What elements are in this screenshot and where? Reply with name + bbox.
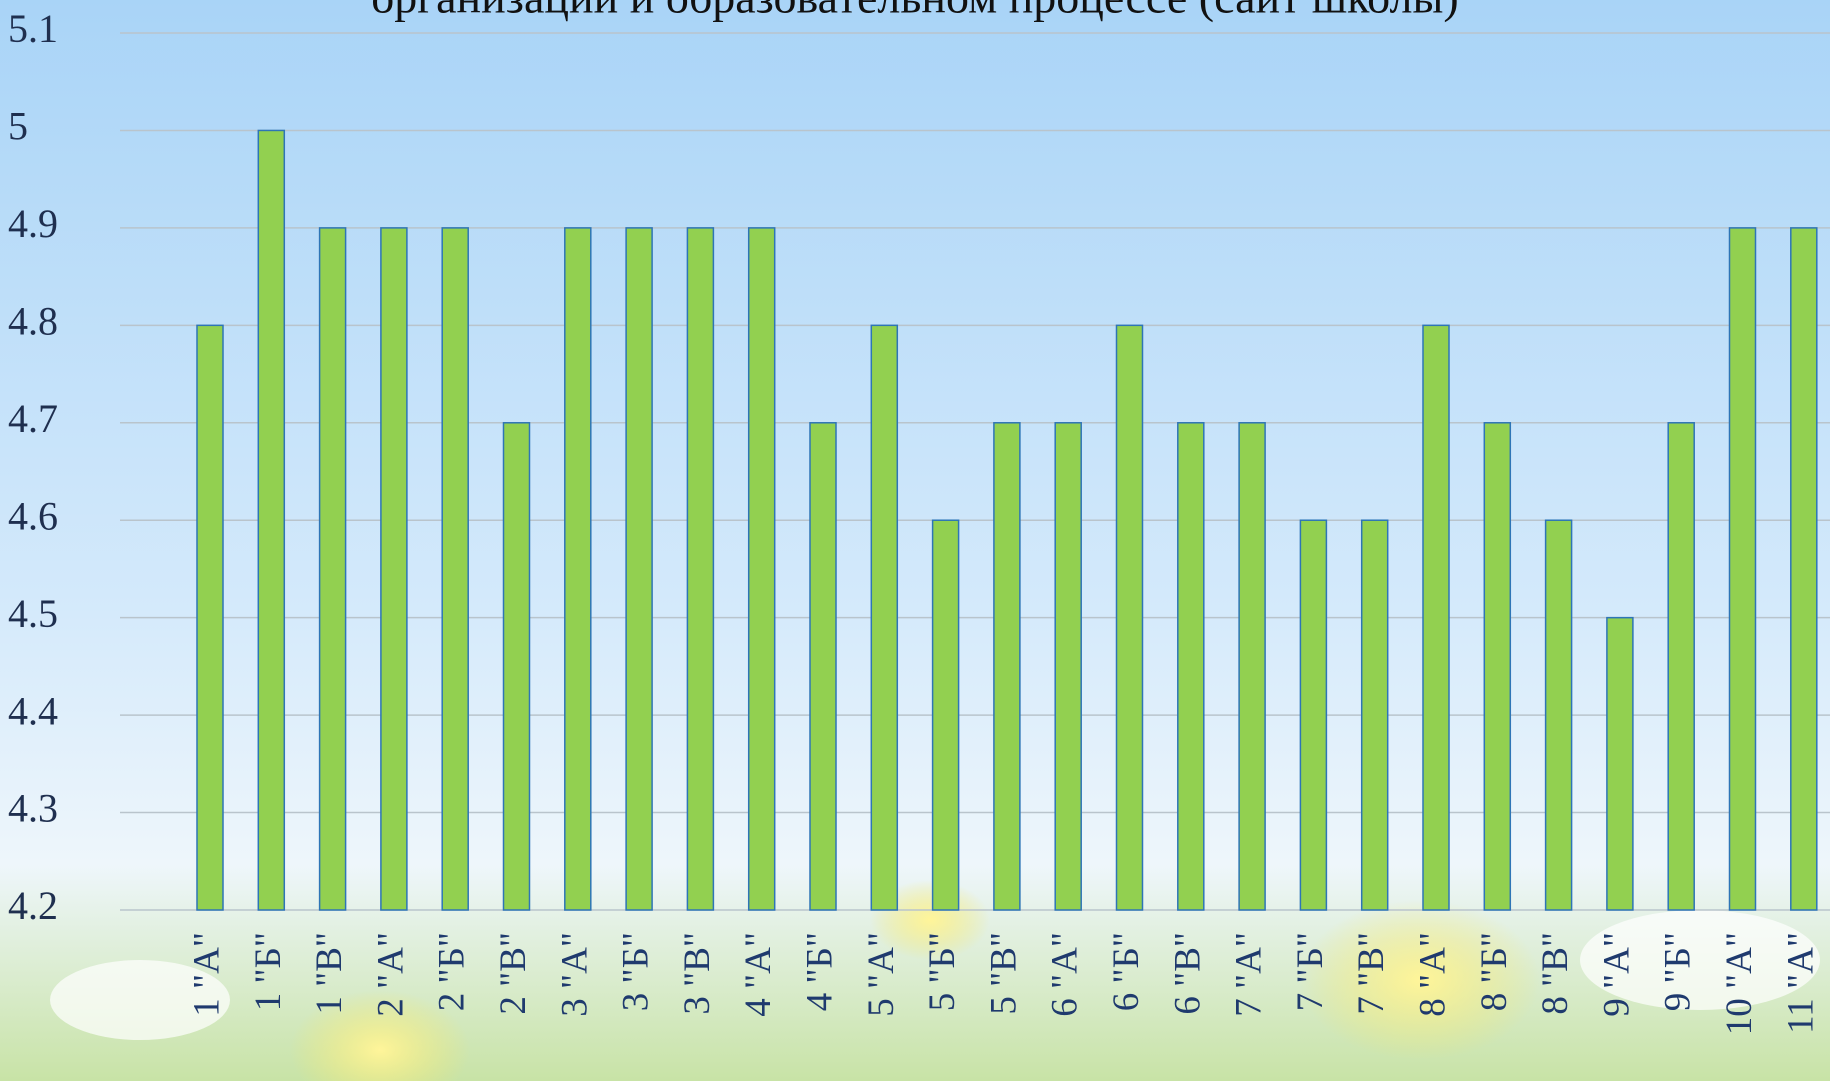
- x-tick-label: 6 "А": [1045, 932, 1086, 1017]
- bar: [1422, 324, 1450, 911]
- y-tick-label: 4.3: [8, 786, 58, 831]
- bar: [1667, 422, 1695, 911]
- bar: [1728, 227, 1757, 911]
- x-tick-label: 6 "Б": [1106, 932, 1147, 1011]
- x-tick-label: 1 "А": [186, 932, 227, 1017]
- y-tick-label: 4.9: [8, 201, 58, 246]
- bar: [564, 227, 592, 911]
- x-tick-label: 9 "Б": [1658, 932, 1699, 1011]
- x-tick-label: 8 "Б": [1474, 932, 1515, 1011]
- x-tick-label: 7 "Б": [1290, 932, 1331, 1011]
- x-tick-label: 8 "В": [1535, 932, 1576, 1015]
- bar: [1115, 324, 1144, 911]
- bar: [993, 422, 1021, 911]
- flower-center: [1300, 900, 1540, 1060]
- petals: [50, 960, 230, 1040]
- x-tick-label: 6 "В": [1167, 932, 1208, 1015]
- bar: [1177, 422, 1205, 911]
- x-tick-label: 1 "Б": [248, 932, 289, 1011]
- bar: [870, 324, 899, 911]
- y-tick-label: 4.2: [8, 883, 58, 928]
- x-tick-label: 10 "А": [1719, 932, 1760, 1035]
- bar: [1790, 227, 1818, 911]
- bar: [502, 422, 531, 911]
- petals: [1580, 910, 1820, 1010]
- bar: [809, 422, 837, 911]
- bar: [686, 227, 715, 911]
- x-tick-label: 3 "Б": [616, 932, 657, 1011]
- y-tick-label: 4.5: [8, 591, 58, 636]
- bar: [257, 129, 286, 911]
- bar: [318, 227, 347, 911]
- x-tick-label: 9 "А": [1596, 932, 1637, 1017]
- bar: [441, 227, 469, 911]
- y-tick-label: 5: [8, 104, 28, 149]
- x-tick-label: 11 "А": [1780, 932, 1821, 1034]
- bar: [1544, 519, 1573, 911]
- x-tick-label: 2 "А": [370, 932, 411, 1017]
- bar: [625, 227, 653, 911]
- x-tick-label: 2 "Б": [432, 932, 473, 1011]
- x-tick-label: 7 "В": [1351, 932, 1392, 1015]
- bar: [1238, 422, 1266, 911]
- bar: [196, 324, 224, 911]
- bar: [747, 227, 776, 911]
- bar: [380, 227, 408, 911]
- x-tick-label: 5 "Б": [922, 932, 963, 1011]
- x-tick-label: 2 "В": [493, 932, 534, 1015]
- bar: [1606, 616, 1634, 911]
- bar: [931, 519, 960, 911]
- x-tick-label: 3 "В": [677, 932, 718, 1015]
- y-tick-label: 4.6: [8, 493, 58, 538]
- chart-title: организации и образовательном процессе (…: [371, 0, 1459, 23]
- flower-center: [290, 990, 470, 1081]
- bar: [1360, 519, 1389, 911]
- y-tick-label: 4.4: [8, 688, 58, 733]
- x-tick-label: 4 "Б": [799, 932, 840, 1011]
- bar: [1299, 519, 1328, 911]
- flower-center: [870, 880, 990, 960]
- x-tick-label: 3 "А": [554, 932, 595, 1017]
- y-tick-label: 4.7: [8, 396, 58, 441]
- y-tick-label: 4.8: [8, 299, 58, 344]
- bar: [1483, 422, 1512, 911]
- x-tick-label: 8 "А": [1412, 932, 1453, 1017]
- y-tick-label: 5.1: [8, 6, 58, 51]
- x-tick-label: 7 "А": [1229, 932, 1270, 1017]
- x-tick-label: 5 "А": [861, 932, 902, 1017]
- x-tick-label: 1 "В": [309, 932, 350, 1015]
- bar: [1054, 422, 1082, 911]
- x-tick-label: 4 "А": [738, 932, 779, 1017]
- x-tick-label: 5 "В": [983, 932, 1024, 1015]
